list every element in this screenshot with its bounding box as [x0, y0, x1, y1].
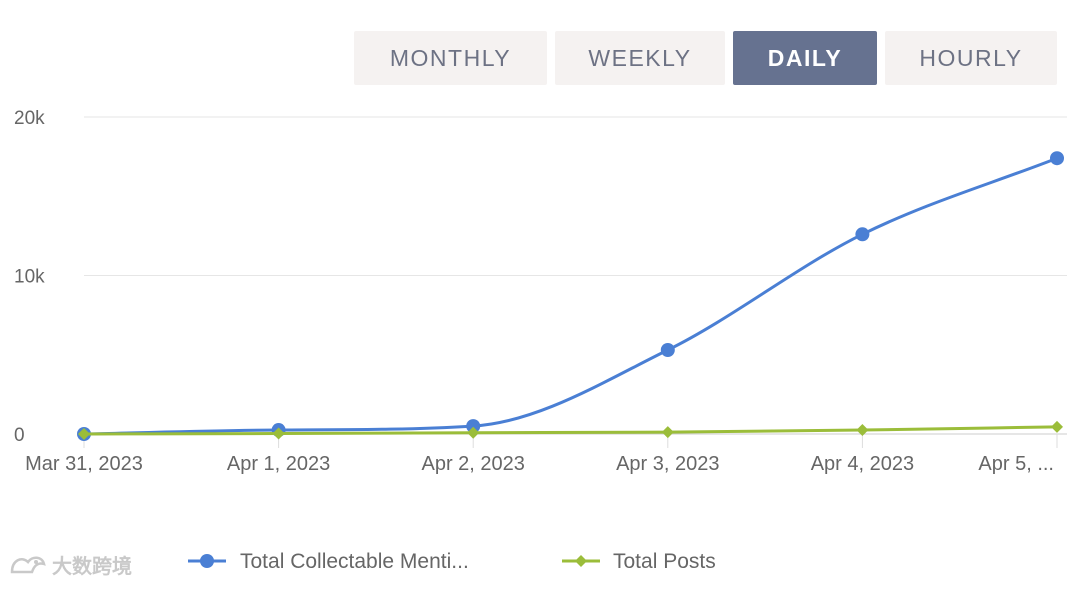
data-point-1: [1050, 151, 1064, 166]
watermark-text: 大数跨境: [52, 556, 132, 578]
x-tick-label: Apr 1, 2023: [227, 453, 330, 475]
data-point-2: [78, 428, 90, 440]
legend-label: Total Posts: [613, 550, 716, 573]
tab-weekly[interactable]: WEEKLY: [555, 31, 725, 85]
x-tick-label: Apr 5, ...: [978, 453, 1054, 475]
tab-hourly[interactable]: HOURLY: [885, 31, 1057, 85]
data-point-1: [466, 419, 481, 434]
tab-monthly[interactable]: MONTHLY: [354, 31, 547, 85]
y-tick-label: 0: [14, 425, 25, 446]
tab-daily[interactable]: DAILY: [733, 31, 877, 85]
y-tick-label: 20k: [14, 108, 45, 129]
legend-item-1[interactable]: Total Collectable Menti...: [188, 550, 469, 573]
data-point-2: [467, 426, 480, 439]
legend-label: Total Collectable Menti...: [240, 550, 469, 573]
y-tick-label: 10k: [14, 267, 45, 288]
data-point-2: [1051, 420, 1063, 433]
time-granularity-tabs: MONTHLY WEEKLY DAILY HOURLY: [354, 31, 1057, 85]
series-line-1: [83, 156, 1058, 436]
legend-marker: [200, 554, 214, 568]
data-point-2: [661, 426, 674, 439]
watermark: 大数跨境: [8, 550, 132, 579]
x-tick-label: Apr 3, 2023: [616, 453, 719, 475]
x-tick-label: Mar 31, 2023: [25, 453, 143, 475]
data-point-2: [272, 427, 285, 440]
bird-logo-icon: [8, 552, 48, 578]
series-line-2: [83, 425, 1058, 436]
data-point-2: [856, 424, 869, 437]
x-tick-label: Apr 4, 2023: [811, 453, 914, 475]
data-point-1: [660, 342, 675, 357]
legend-item-2[interactable]: Total Posts: [562, 550, 716, 573]
data-point-1: [855, 227, 870, 242]
x-tick-label: Apr 2, 2023: [421, 453, 524, 475]
legend-marker: [575, 555, 587, 567]
